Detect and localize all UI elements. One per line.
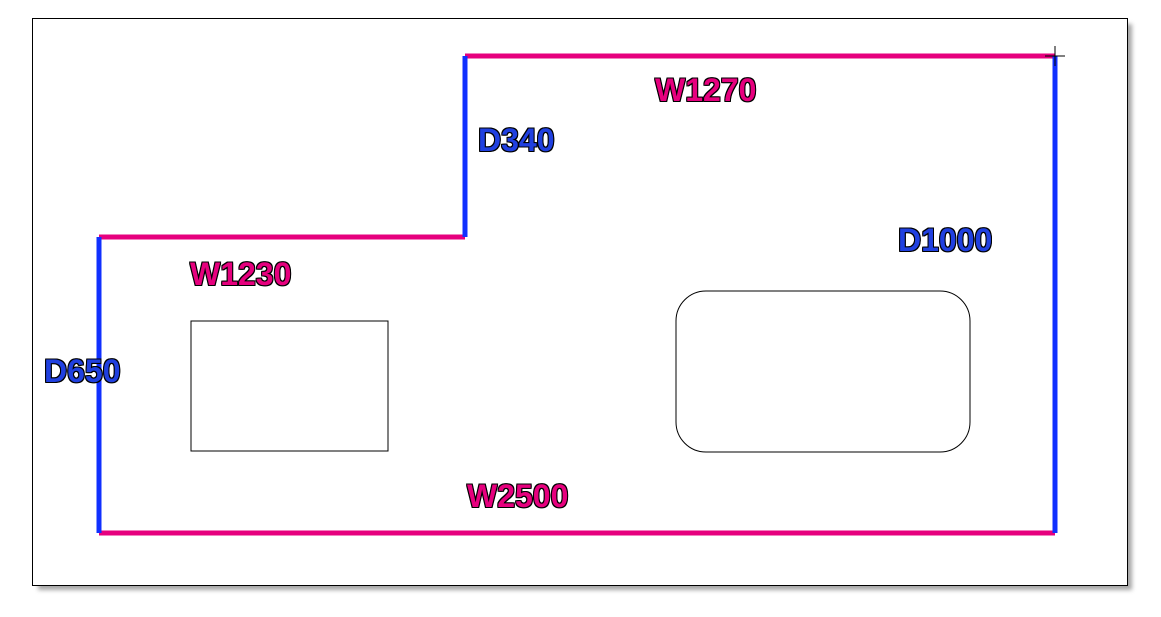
label-D1000: D1000 — [898, 222, 992, 259]
cutouts — [191, 291, 970, 452]
label-D340: D340 — [478, 122, 555, 159]
label-W1270: W1270 — [655, 72, 756, 109]
label-W1230: W1230 — [190, 256, 291, 293]
corner-ticks — [1045, 46, 1065, 66]
label-D650: D650 — [44, 353, 121, 390]
width-lines — [99, 56, 1055, 533]
label-W2500: W2500 — [467, 478, 568, 515]
diagram-canvas: W1270 D340 D1000 W1230 D650 W2500 — [0, 0, 1161, 617]
plan-drawing — [0, 0, 1161, 617]
depth-lines — [99, 56, 1055, 533]
